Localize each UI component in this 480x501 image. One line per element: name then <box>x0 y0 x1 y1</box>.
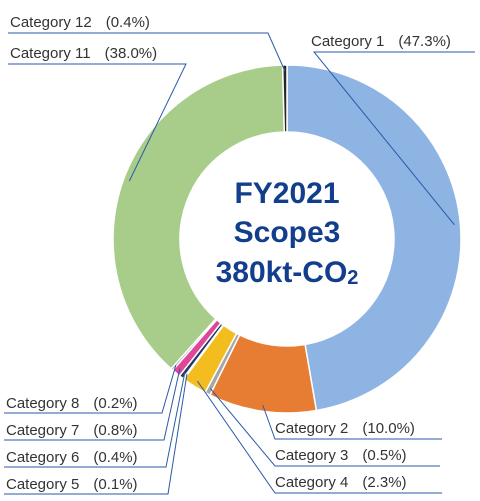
label-name: Category 1 <box>311 33 384 50</box>
center-line-3-sub: 2 <box>347 267 358 289</box>
leader-line-category-11 <box>8 63 187 182</box>
label-name: Category 8 <box>6 395 79 412</box>
center-line-2: Scope3 <box>234 216 341 249</box>
label-percent: (2.3%) <box>362 474 406 491</box>
label-percent: (0.4%) <box>93 449 137 466</box>
center-line-1: FY2021 <box>234 177 339 210</box>
leader-line-category-1 <box>312 51 475 226</box>
leader-line-category-12 <box>8 32 286 72</box>
center-line-3-main: 380kt-CO <box>216 256 348 289</box>
leader-line-category-4 <box>197 380 442 494</box>
label-name: Category 5 <box>6 476 79 493</box>
label-category-3: Category 3 (0.5%) <box>275 447 407 464</box>
label-percent: (38.0%) <box>105 45 158 62</box>
label-name: Category 2 <box>275 420 348 437</box>
slice-category-12 <box>281 64 288 133</box>
label-percent: (0.8%) <box>93 422 137 439</box>
label-percent: (0.2%) <box>93 395 137 412</box>
label-percent: (10.0%) <box>362 420 415 437</box>
label-category-5: Category 5 (0.1%) <box>6 476 138 493</box>
leader-line-category-2 <box>262 405 442 440</box>
center-line-3: 380kt-CO2 <box>216 256 359 289</box>
label-name: Category 6 <box>6 449 79 466</box>
label-percent: (0.5%) <box>362 447 406 464</box>
label-category-11: Category 11 (38.0%) <box>10 45 157 62</box>
leader-lines-group <box>4 32 475 495</box>
leader-line-category-3 <box>209 388 440 467</box>
leader-line-category-7 <box>4 368 181 441</box>
label-name: Category 11 <box>10 45 91 62</box>
leader-line-category-8 <box>4 364 177 414</box>
leader-line-category-5 <box>4 373 188 495</box>
label-category-12: Category 12 (0.4%) <box>10 14 150 31</box>
labels-group: Category 1 (47.3%)Category 2 (10.0%)Catego… <box>6 14 451 493</box>
label-name: Category 4 <box>275 474 348 491</box>
label-category-2: Category 2 (10.0%) <box>275 420 415 437</box>
label-percent: (0.1%) <box>93 476 137 493</box>
label-name: Category 3 <box>275 447 348 464</box>
label-percent: (47.3%) <box>398 33 451 50</box>
label-percent: (0.4%) <box>106 14 150 31</box>
center-label: FY2021 Scope3 380kt-CO2 <box>216 177 359 289</box>
slice-category-11 <box>112 64 286 370</box>
leader-line-category-6 <box>4 372 186 468</box>
slices-group <box>112 64 462 414</box>
label-name: Category 12 <box>10 14 92 31</box>
label-category-7: Category 7 (0.8%) <box>6 422 138 439</box>
label-category-8: Category 8 (0.2%) <box>6 395 138 412</box>
slice-category-1 <box>286 64 462 412</box>
label-name: Category 7 <box>6 422 79 439</box>
label-category-4: Category 4 (2.3%) <box>275 474 407 491</box>
label-category-6: Category 6 (0.4%) <box>6 449 138 466</box>
label-category-1: Category 1 (47.3%) <box>311 33 451 50</box>
